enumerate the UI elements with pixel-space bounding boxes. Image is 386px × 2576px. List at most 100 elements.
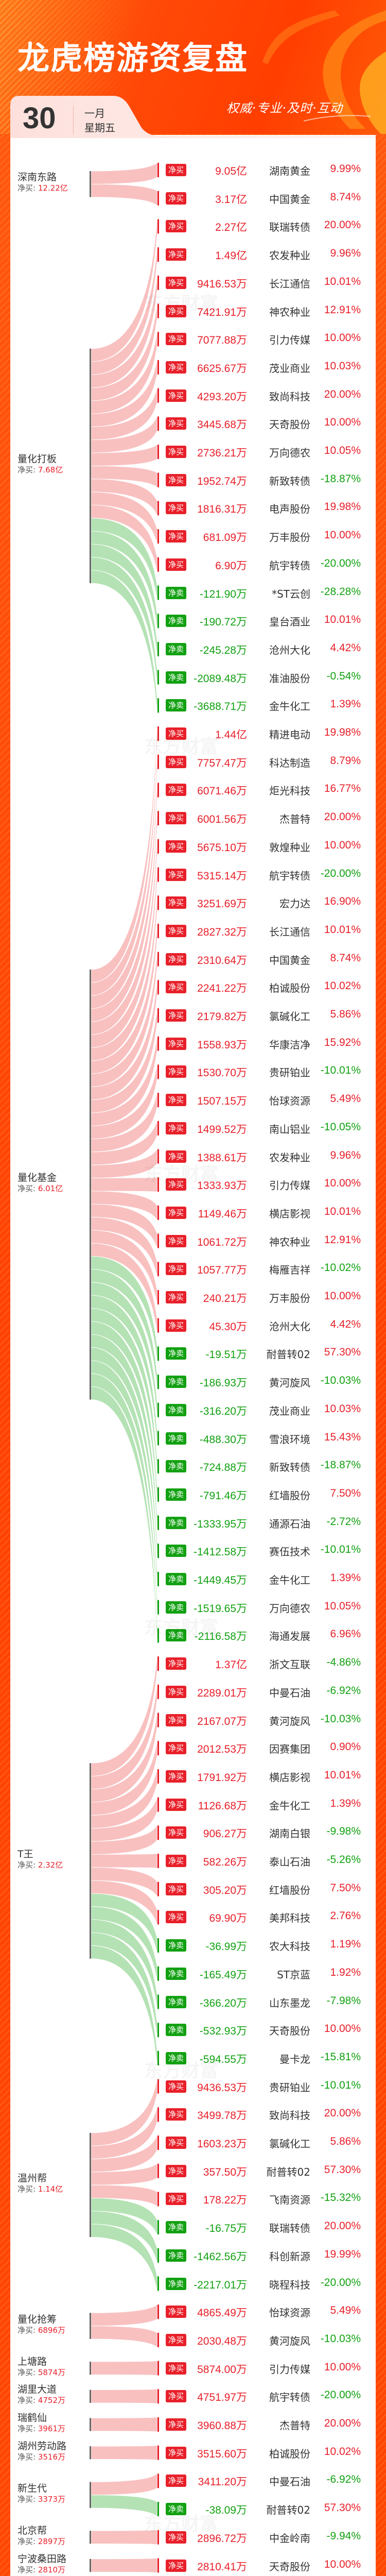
flow-row[interactable]: 净买 1530.70万 贵研铂业 -10.01% bbox=[0, 1064, 386, 1081]
flow-row[interactable]: 净买 7757.47万 科达制造 8.79% bbox=[0, 755, 386, 771]
stock-name[interactable]: 皇台酒业 bbox=[269, 616, 310, 629]
flow-row[interactable]: 净买 1.44亿 精进电动 19.98% bbox=[0, 726, 386, 743]
flow-row[interactable]: 净买 7421.91万 神农种业 12.91% bbox=[0, 304, 386, 320]
flow-row[interactable]: 净买 9436.53万 贵研铂业 -10.01% bbox=[0, 2079, 386, 2096]
flow-row[interactable]: 净买 2310.64万 中国黄金 8.74% bbox=[0, 952, 386, 969]
stock-name[interactable]: 雪浪环境 bbox=[269, 1433, 310, 1446]
stock-name[interactable]: 中曼石油 bbox=[269, 1686, 310, 1699]
flow-row[interactable]: 净买 1333.93万 引力传媒 10.00% bbox=[0, 1177, 386, 1194]
stock-name[interactable]: 山东墨龙 bbox=[269, 1996, 310, 2009]
stock-name[interactable]: 敦煌种业 bbox=[269, 841, 310, 854]
stock-name[interactable]: ST京蓝 bbox=[277, 1968, 310, 1981]
flow-row[interactable]: 净买 1816.31万 电声股份 19.98% bbox=[0, 501, 386, 517]
flow-row[interactable]: 净卖 -724.88万 新致转债 -18.87% bbox=[0, 1459, 386, 1476]
stock-name[interactable]: 怡球资源 bbox=[269, 2307, 310, 2319]
flow-row[interactable]: 净买 2.27亿 联瑞转债 20.00% bbox=[0, 219, 386, 235]
flow-row[interactable]: 净买 3251.69万 宏力达 16.90% bbox=[0, 895, 386, 912]
flow-row[interactable]: 净买 6071.46万 炬光科技 16.77% bbox=[0, 783, 386, 799]
flow-row[interactable]: 净买 1061.72万 神农种业 12.91% bbox=[0, 1234, 386, 1250]
flow-row[interactable]: 净买 9416.53万 长江通信 10.01% bbox=[0, 276, 386, 292]
flow-row[interactable]: 净买 681.09万 万丰股份 10.00% bbox=[0, 529, 386, 546]
stock-name[interactable]: 电声股份 bbox=[269, 503, 310, 516]
stock-name[interactable]: 怡球资源 bbox=[269, 1095, 310, 1108]
stock-name[interactable]: 航宇转债 bbox=[269, 869, 310, 882]
flow-row[interactable]: 净买 1126.68万 金牛化工 1.39% bbox=[0, 1798, 386, 1814]
stock-name[interactable]: 杰普特 bbox=[279, 2419, 310, 2432]
flow-row[interactable]: 净买 3960.88万 杰普特 20.00% bbox=[0, 2417, 386, 2434]
flow-row[interactable]: 净卖 -366.20万 山东墨龙 -7.98% bbox=[0, 1995, 386, 2011]
flow-row[interactable]: 净买 1149.46万 横店影视 10.01% bbox=[0, 1206, 386, 1222]
flow-row[interactable]: 净买 9.05亿 湖南黄金 9.99% bbox=[0, 163, 386, 179]
flow-row[interactable]: 净买 45.30万 沧州大化 4.42% bbox=[0, 1318, 386, 1335]
stock-name[interactable]: 贵研铂业 bbox=[269, 1066, 310, 1079]
flow-row[interactable]: 净卖 -16.75万 联瑞转债 20.00% bbox=[0, 2220, 386, 2236]
stock-name[interactable]: 耐普转02 bbox=[266, 1348, 310, 1361]
stock-name[interactable]: 华康洁净 bbox=[269, 1038, 310, 1051]
stock-name[interactable]: 神农种业 bbox=[269, 306, 310, 318]
flow-row[interactable]: 净买 2827.32万 长江通信 10.01% bbox=[0, 924, 386, 940]
stock-name[interactable]: 新致转债 bbox=[269, 1461, 310, 1474]
flow-row[interactable]: 净买 2896.72万 中金岭南 -9.94% bbox=[0, 2530, 386, 2547]
flow-row[interactable]: 净卖 -36.99万 农大科技 1.19% bbox=[0, 1938, 386, 1955]
flow-row[interactable]: 净卖 -121.90万 *ST云创 -28.28% bbox=[0, 586, 386, 602]
stock-name[interactable]: 农大科技 bbox=[269, 1940, 310, 1953]
flow-row[interactable]: 净买 2012.53万 因赛集团 0.90% bbox=[0, 1741, 386, 1757]
stock-name[interactable]: 联瑞转债 bbox=[269, 2222, 310, 2235]
flow-row[interactable]: 净买 305.20万 红墙股份 7.50% bbox=[0, 1882, 386, 1899]
flow-row[interactable]: 净买 2030.48万 黄河旋风 -10.03% bbox=[0, 2333, 386, 2349]
flow-row[interactable]: 净买 357.50万 耐普转02 57.30% bbox=[0, 2164, 386, 2180]
stock-name[interactable]: 万丰股份 bbox=[269, 531, 310, 544]
stock-name[interactable]: 金牛化工 bbox=[269, 1799, 310, 1812]
flow-row[interactable]: 净卖 -186.93万 黄河旋风 -10.03% bbox=[0, 1375, 386, 1391]
stock-name[interactable]: 中曼石油 bbox=[269, 2476, 310, 2488]
stock-name[interactable]: 南山铝业 bbox=[269, 1123, 310, 1136]
stock-name[interactable]: 金牛化工 bbox=[269, 700, 310, 713]
flow-row[interactable]: 净买 178.22万 飞南资源 -15.32% bbox=[0, 2192, 386, 2208]
flow-row[interactable]: 净卖 -2089.48万 准油股份 -0.54% bbox=[0, 670, 386, 687]
stock-name[interactable]: 万向德农 bbox=[269, 447, 310, 459]
flow-row[interactable]: 净买 4865.49万 怡球资源 5.49% bbox=[0, 2304, 386, 2321]
flow-row[interactable]: 净买 69.90万 美邦科技 2.76% bbox=[0, 1910, 386, 1926]
stock-name[interactable]: 精进电动 bbox=[269, 728, 310, 741]
stock-name[interactable]: 引力传媒 bbox=[269, 1179, 310, 1192]
flow-row[interactable]: 净买 4293.20万 致尚科技 20.00% bbox=[0, 388, 386, 405]
flow-row[interactable]: 净买 6.90万 航宇转债 -20.00% bbox=[0, 557, 386, 574]
flow-row[interactable]: 净卖 -2217.01万 晓程科技 -20.00% bbox=[0, 2277, 386, 2293]
stock-name[interactable]: 耐普转02 bbox=[266, 2504, 310, 2517]
flow-row[interactable]: 净买 1507.15万 怡球资源 5.49% bbox=[0, 1093, 386, 1109]
flow-row[interactable]: 净卖 -532.93万 天奇股份 10.00% bbox=[0, 2023, 386, 2039]
stock-name[interactable]: 神农种业 bbox=[269, 1235, 310, 1248]
flow-row[interactable]: 净买 3445.68万 天奇股份 10.00% bbox=[0, 416, 386, 433]
flow-row[interactable]: 净卖 -245.28万 沧州大化 4.42% bbox=[0, 642, 386, 658]
stock-name[interactable]: 飞南资源 bbox=[269, 2194, 310, 2207]
flow-row[interactable]: 净买 1791.92万 横店影视 10.01% bbox=[0, 1769, 386, 1786]
stock-name[interactable]: 横店影视 bbox=[269, 1771, 310, 1784]
flow-row[interactable]: 净卖 -1449.45万 金牛化工 1.39% bbox=[0, 1572, 386, 1588]
flow-row[interactable]: 净买 3.17亿 中国黄金 8.74% bbox=[0, 191, 386, 208]
stock-name[interactable]: 中国黄金 bbox=[269, 954, 310, 967]
stock-name[interactable]: 长江通信 bbox=[269, 925, 310, 938]
flow-row[interactable]: 净买 3515.60万 柏诚股份 10.02% bbox=[0, 2446, 386, 2462]
stock-name[interactable]: 新致转债 bbox=[269, 474, 310, 487]
flow-row[interactable]: 净买 4751.97万 航宇转债 -20.00% bbox=[0, 2389, 386, 2405]
stock-name[interactable]: 湖南黄金 bbox=[269, 165, 310, 177]
flow-row[interactable]: 净卖 -165.49万 ST京蓝 1.92% bbox=[0, 1967, 386, 1983]
stock-name[interactable]: 天奇股份 bbox=[269, 2560, 310, 2573]
stock-name[interactable]: 茂业商业 bbox=[269, 1404, 310, 1417]
stock-name[interactable]: 万向德农 bbox=[269, 1602, 310, 1615]
stock-name[interactable]: 因赛集团 bbox=[269, 1743, 310, 1756]
flow-row[interactable]: 净买 2289.01万 中曼石油 -6.92% bbox=[0, 1685, 386, 1701]
stock-name[interactable]: 航宇转债 bbox=[269, 559, 310, 572]
stock-name[interactable]: 金牛化工 bbox=[269, 1574, 310, 1586]
stock-name[interactable]: 致尚科技 bbox=[269, 390, 310, 403]
flow-row[interactable]: 净卖 -316.20万 茂业商业 10.03% bbox=[0, 1403, 386, 1419]
flow-row[interactable]: 净买 240.21万 万丰股份 10.00% bbox=[0, 1290, 386, 1307]
stock-name[interactable]: 柏诚股份 bbox=[269, 982, 310, 995]
stock-name[interactable]: 航宇转债 bbox=[269, 2391, 310, 2404]
stock-name[interactable]: 沧州大化 bbox=[269, 643, 310, 656]
flow-row[interactable]: 净买 2736.21万 万向德农 10.05% bbox=[0, 445, 386, 461]
flow-row[interactable]: 净卖 -190.72万 皇台酒业 10.01% bbox=[0, 614, 386, 630]
stock-name[interactable]: 氯碱化工 bbox=[269, 1010, 310, 1023]
stock-name[interactable]: 科创新源 bbox=[269, 2250, 310, 2263]
stock-name[interactable]: 浙文互联 bbox=[269, 1658, 310, 1671]
